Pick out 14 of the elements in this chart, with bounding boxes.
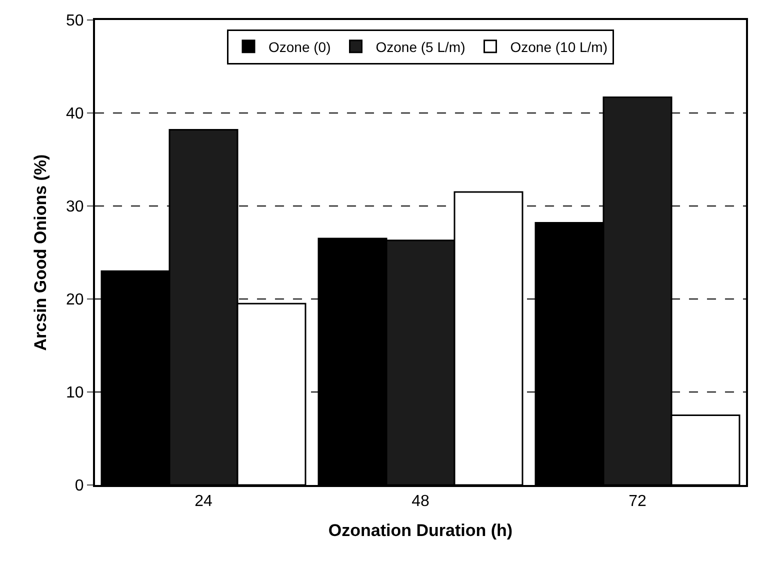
y-tick-label: 30 [66, 198, 84, 216]
y-axis-title: Arcsin Good Onions (%) [31, 154, 50, 351]
x-tick-label: 48 [412, 493, 430, 510]
y-tick-label: 50 [66, 12, 84, 30]
x-tick-label: 24 [194, 493, 212, 510]
x-tick-label: 72 [628, 493, 646, 510]
legend-label: Ozone (0) [268, 38, 331, 55]
legend-label: Ozone (5 L/m) [376, 38, 466, 55]
legend-label: Ozone (10 L/m) [510, 38, 608, 55]
y-tick-label: 20 [66, 292, 84, 309]
x-axis-title: Ozonation Duration (h) [328, 521, 513, 540]
y-tick-label: 0 [74, 478, 84, 495]
y-tick-label: 10 [66, 384, 84, 402]
y-tick-label: 40 [66, 106, 84, 123]
